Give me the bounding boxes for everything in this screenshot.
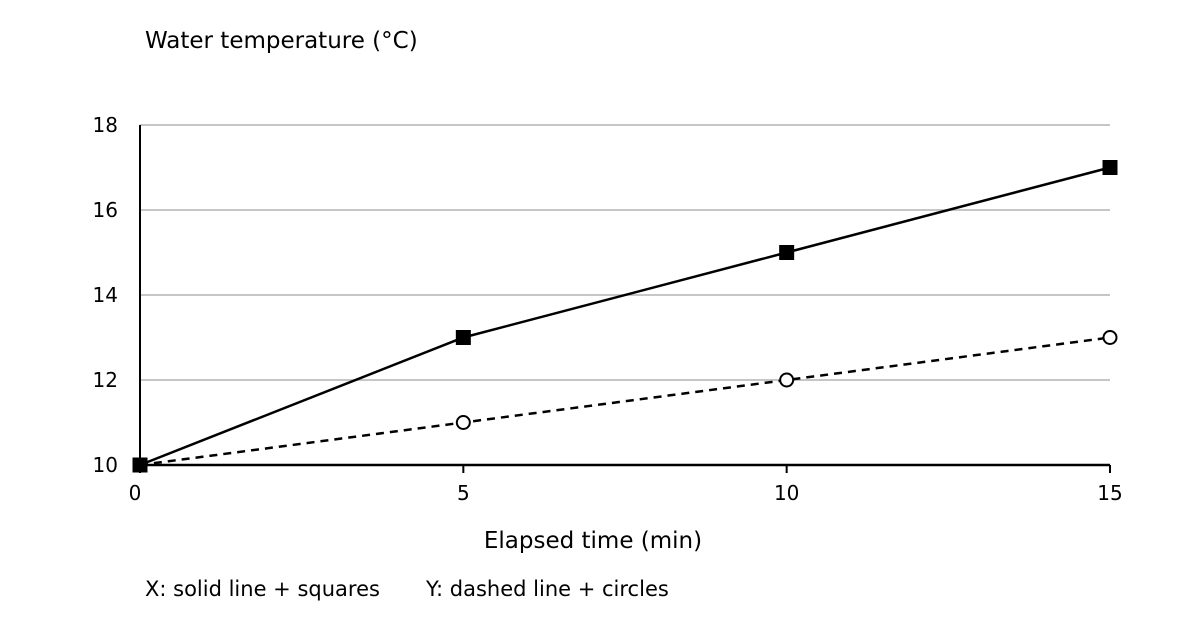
y-tick-label: 12 xyxy=(93,368,118,392)
x-tick-label: 0 xyxy=(129,481,142,505)
series-line-y xyxy=(139,336,1111,467)
x-tick-label: 5 xyxy=(457,481,470,505)
y-axis-label: Water temperature (°C) xyxy=(145,28,418,54)
x-tick-label: 10 xyxy=(774,481,799,505)
data-point-y xyxy=(455,415,471,430)
y-tick-label: 16 xyxy=(93,198,118,222)
series-markers xyxy=(132,160,1118,473)
data-point-y xyxy=(779,372,795,388)
legend-entry-x: X: solid line + squares xyxy=(145,577,380,601)
x-tick-labels: 0 5 10 15 xyxy=(129,481,1123,505)
series-lines xyxy=(139,166,1111,467)
data-point-x xyxy=(455,330,471,345)
y-tick-label: 10 xyxy=(93,453,118,477)
y-tick-labels: 10 12 14 16 18 xyxy=(93,113,118,477)
data-point-x xyxy=(132,457,148,473)
data-point-x xyxy=(1102,160,1118,175)
series-line-x xyxy=(139,166,1111,467)
data-point-x xyxy=(779,245,795,260)
x-axis-label: Elapsed time (min) xyxy=(484,528,702,554)
axes xyxy=(139,125,1111,473)
y-tick-label: 14 xyxy=(93,283,118,307)
legend-entry-y: Y: dashed line + circles xyxy=(425,577,669,601)
x-tick-label: 15 xyxy=(1097,481,1122,505)
y-tick-label: 18 xyxy=(93,113,118,137)
gridlines xyxy=(140,124,1110,381)
data-point-y xyxy=(1102,330,1118,345)
